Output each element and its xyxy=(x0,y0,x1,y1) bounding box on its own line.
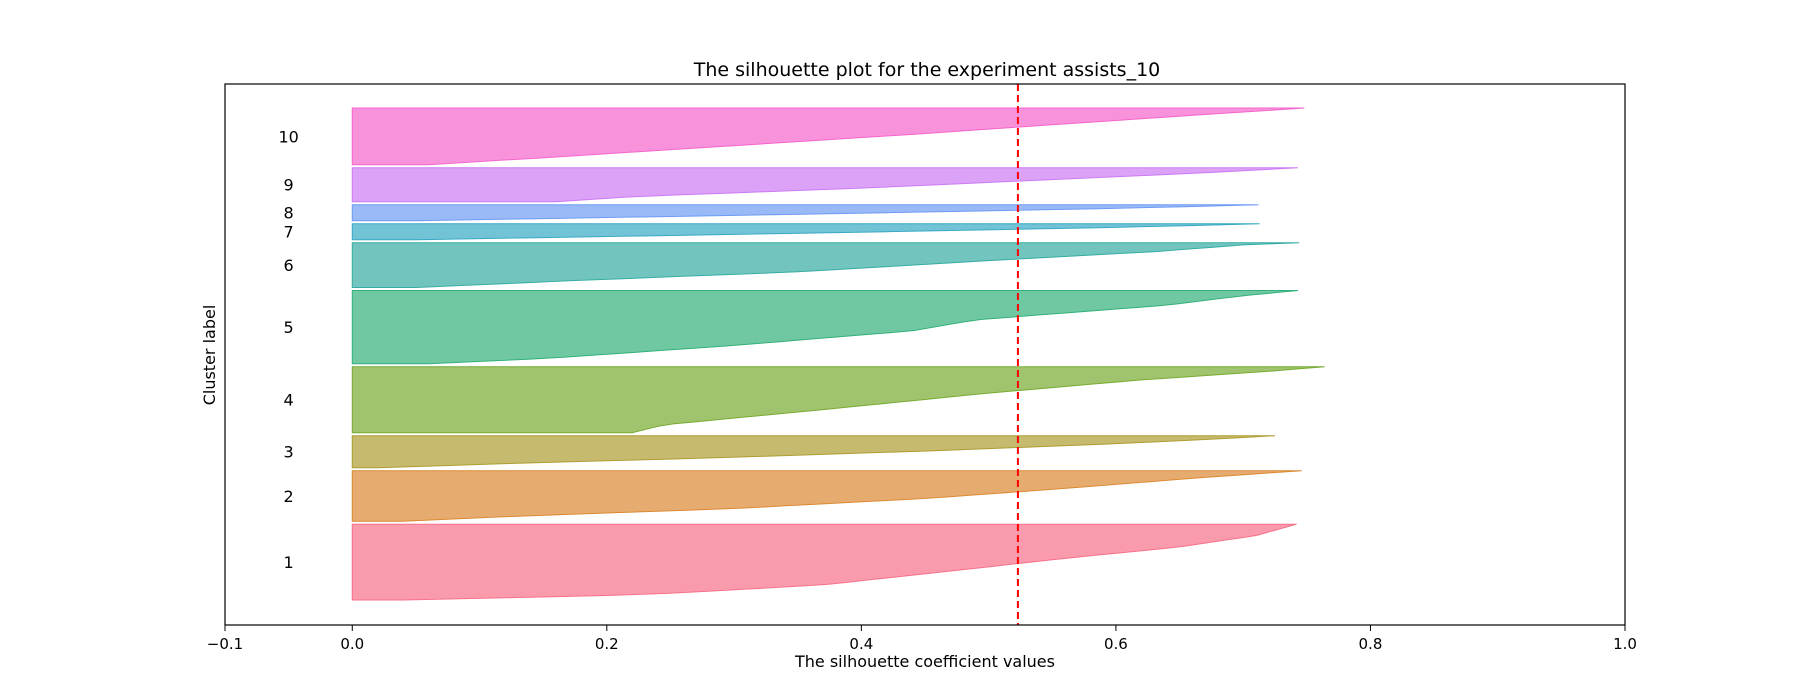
cluster-1-silhouette xyxy=(351,523,1297,601)
cluster-label-2: 2 xyxy=(284,487,294,506)
cluster-labels: 1 2 3 4 5 6 78 9 10 xyxy=(278,127,298,572)
cluster-6-silhouette xyxy=(351,242,1300,289)
x-tick-label: 0.0 xyxy=(340,635,364,653)
cluster-2-silhouette xyxy=(351,470,1302,522)
cluster-7-silhouette xyxy=(351,223,1260,241)
cluster-label-6: 6 xyxy=(284,256,294,275)
cluster-label-8: 8 xyxy=(284,204,294,223)
cluster-label-3: 3 xyxy=(284,443,294,462)
plot-frame xyxy=(224,83,1626,626)
cluster-label-5: 5 xyxy=(284,318,294,337)
cluster-5-silhouette xyxy=(351,290,1298,365)
cluster-3-silhouette xyxy=(351,435,1276,469)
plot-area xyxy=(351,84,1325,625)
cluster-10-silhouette xyxy=(351,107,1305,166)
cluster-8-silhouette xyxy=(351,204,1259,222)
y-axis-label: Cluster label xyxy=(200,305,219,406)
cluster-label-7: 7 xyxy=(284,223,294,242)
cluster-label-4: 4 xyxy=(284,391,294,410)
chart-title: The silhouette plot for the experiment a… xyxy=(693,59,1161,81)
x-tick-label: 0.6 xyxy=(1104,635,1128,653)
x-tick-label: 1.0 xyxy=(1613,635,1637,653)
x-tick-label: 0.2 xyxy=(595,635,619,653)
x-tick-label: 0.8 xyxy=(1359,635,1383,653)
x-axis-label: The silhouette coefficient values xyxy=(794,652,1055,671)
cluster-4-silhouette xyxy=(351,366,1325,434)
cluster-label-1: 1 xyxy=(284,553,294,572)
cluster-label-10: 10 xyxy=(278,127,298,146)
cluster-9-silhouette xyxy=(351,167,1298,203)
x-axis: −0.1 0.0 0.2 0.4 0.6 0.8 1.0 xyxy=(207,625,1637,653)
cluster-label-9: 9 xyxy=(284,176,294,195)
x-tick-label: 0.4 xyxy=(849,635,873,653)
x-tick-label: −0.1 xyxy=(207,635,243,653)
